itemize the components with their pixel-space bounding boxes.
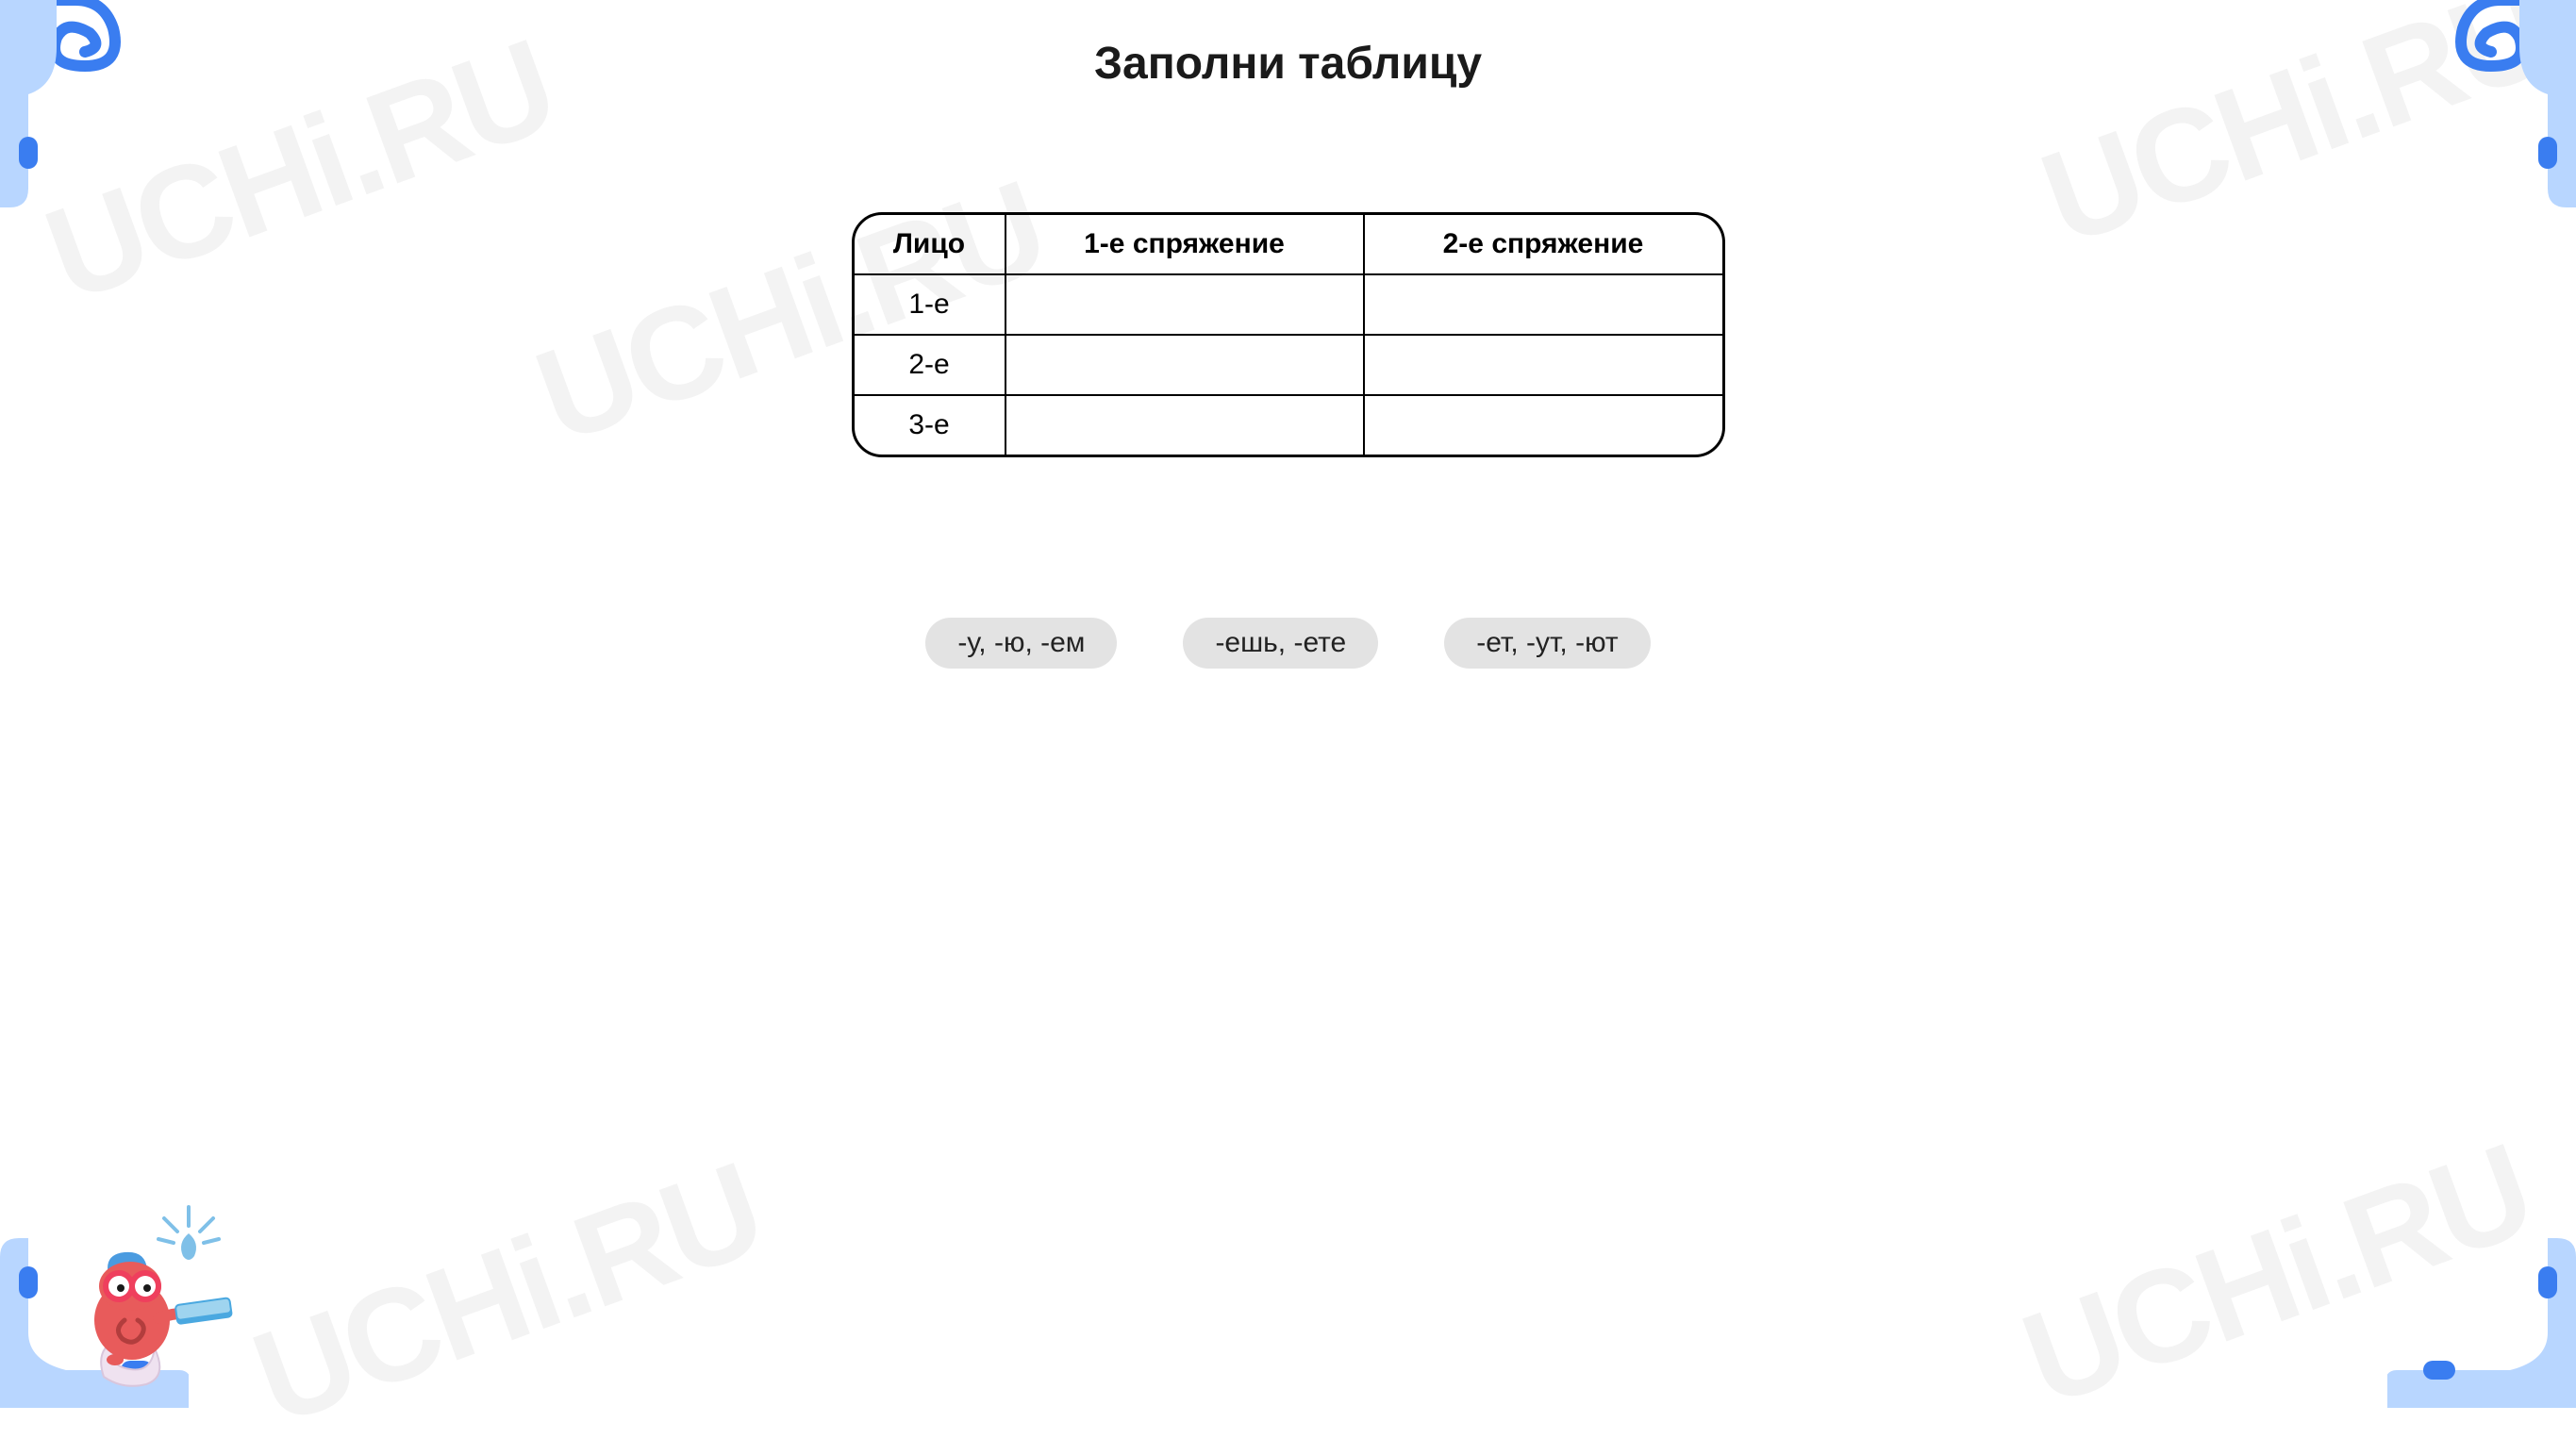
- conjugation-table-container: Лицо 1-е спряжение 2-е спряжение 1-е 2-е: [852, 212, 1725, 457]
- column-header-person: Лицо: [855, 215, 1005, 274]
- mascot-character: [57, 1188, 255, 1400]
- cell-drop-conj1[interactable]: [1005, 395, 1364, 455]
- frame-corner-top-left: [0, 0, 151, 207]
- answer-chip[interactable]: -у, -ю, -ем: [925, 618, 1117, 669]
- cell-person: 3-е: [855, 395, 1005, 455]
- cell-drop-conj2[interactable]: [1364, 274, 1722, 335]
- page-title: Заполни таблицу: [1094, 38, 1482, 90]
- answer-chip[interactable]: -ешь, -ете: [1183, 618, 1378, 669]
- cell-person: 2-е: [855, 335, 1005, 395]
- table-row: 2-е: [855, 335, 1722, 395]
- cell-drop-conj1[interactable]: [1005, 335, 1364, 395]
- column-header-conj2: 2-е спряжение: [1364, 215, 1722, 274]
- frame-corner-top-right: [2425, 0, 2576, 207]
- cell-drop-conj2[interactable]: [1364, 335, 1722, 395]
- cell-drop-conj1[interactable]: [1005, 274, 1364, 335]
- table-row: 1-е: [855, 274, 1722, 335]
- cell-person: 1-е: [855, 274, 1005, 335]
- frame-corner-bottom-right: [2387, 1219, 2576, 1408]
- answer-chips-row: -у, -ю, -ем -ешь, -ете -ет, -ут, -ют: [925, 618, 1650, 669]
- watermark: UCHi.RU: [235, 1133, 779, 1455]
- conjugation-table: Лицо 1-е спряжение 2-е спряжение 1-е 2-е: [855, 215, 1722, 455]
- cell-drop-conj2[interactable]: [1364, 395, 1722, 455]
- table-row: 3-е: [855, 395, 1722, 455]
- column-header-conj1: 1-е спряжение: [1005, 215, 1364, 274]
- answer-chip[interactable]: -ет, -ут, -ют: [1444, 618, 1650, 669]
